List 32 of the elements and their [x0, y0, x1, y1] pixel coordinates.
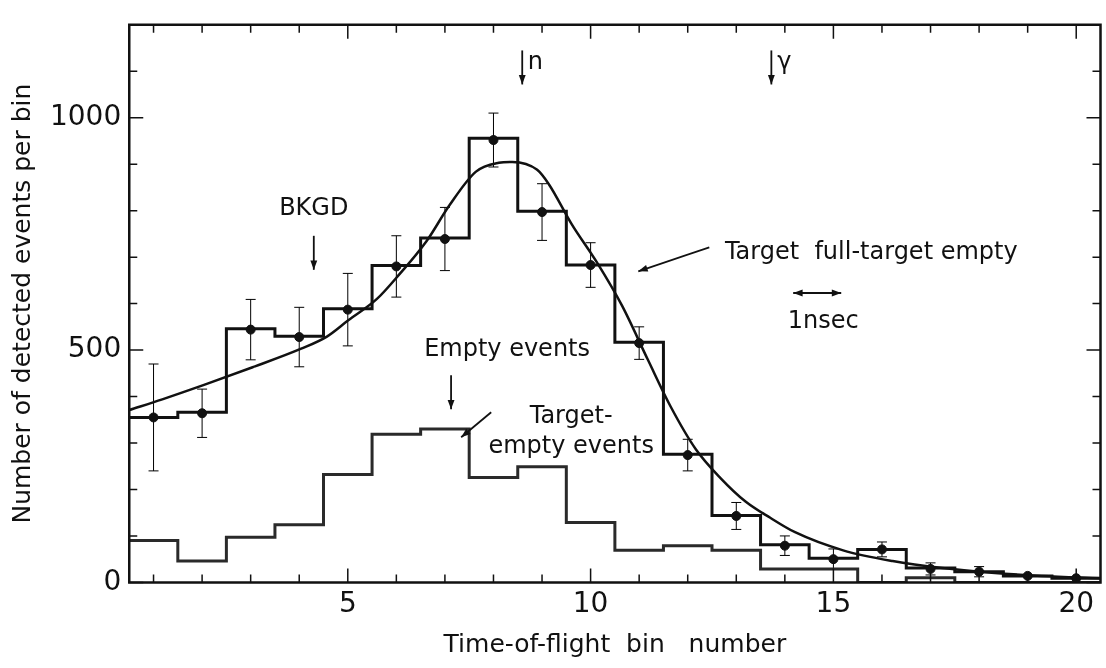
point [148, 412, 159, 423]
annotation: n [527, 46, 543, 75]
point [828, 554, 839, 565]
point [294, 332, 305, 343]
point [197, 408, 208, 419]
x-tick-label: 15 [815, 586, 852, 620]
point [245, 324, 256, 335]
point [439, 234, 450, 245]
x-tick-label: 10 [572, 586, 609, 620]
point [634, 338, 645, 349]
point [1022, 570, 1033, 581]
x-tick-label: 5 [338, 586, 357, 620]
y-tick-label: 1000 [49, 99, 122, 133]
point [585, 260, 596, 271]
annotation: Target- empty events [488, 400, 654, 459]
point [682, 450, 693, 461]
point [391, 261, 402, 272]
annotation: γ [777, 46, 792, 75]
y-tick-label: 500 [67, 331, 122, 365]
y-tick-label: 0 [103, 563, 122, 597]
point [779, 540, 790, 551]
y-axis-title: Number of detected events per bin [6, 83, 36, 524]
point [488, 135, 499, 146]
point [731, 510, 742, 521]
annotation: 1nsec [787, 306, 859, 335]
annotation: Target full-target empty [723, 236, 1018, 265]
point [342, 304, 353, 315]
annotation: Empty events [424, 333, 591, 362]
annotation: BKGD [279, 193, 349, 222]
point [537, 207, 548, 218]
x-tick-label: 20 [1058, 586, 1095, 620]
x-axis-title: Time-of-flight bin number [442, 628, 787, 658]
